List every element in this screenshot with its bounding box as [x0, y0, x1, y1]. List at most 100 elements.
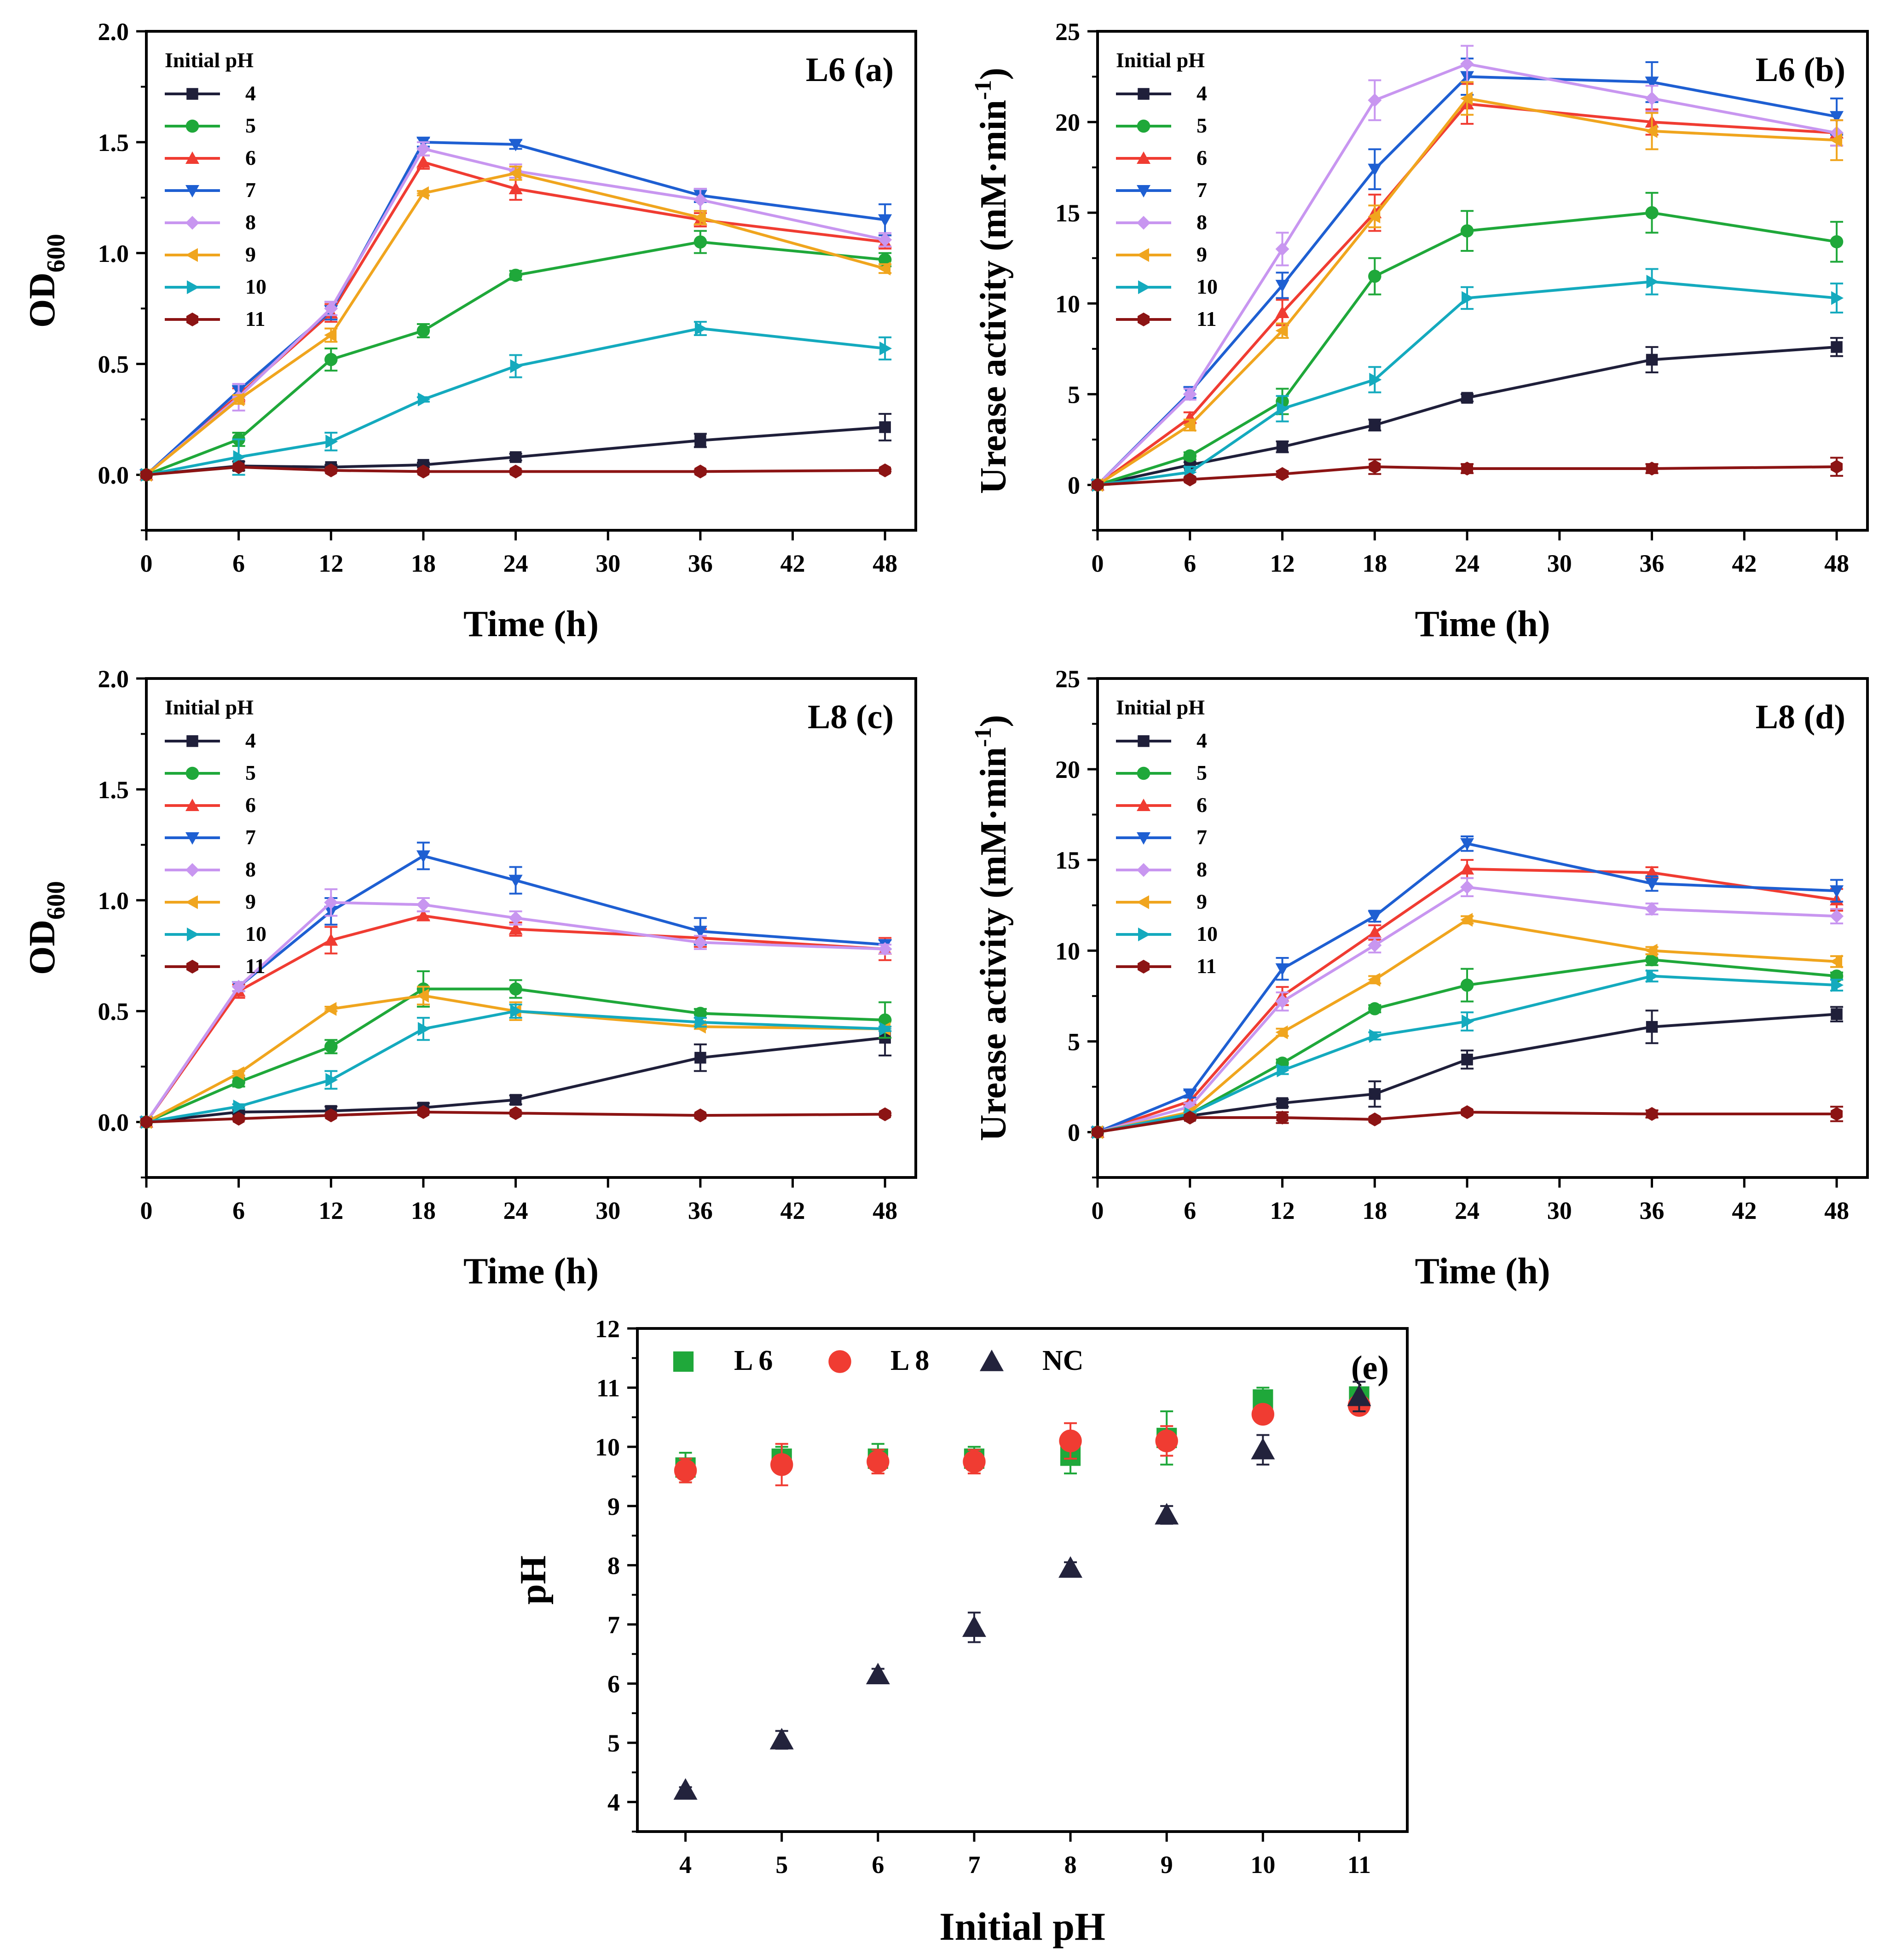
data-point-ph-6	[509, 922, 523, 935]
x-tick-label: 6	[232, 550, 245, 577]
y-tick-label: 15	[1055, 199, 1080, 227]
legend-marker-ph-8	[1137, 216, 1150, 230]
data-point-ph-5	[1830, 235, 1844, 249]
x-tick-label: 18	[1362, 1197, 1387, 1224]
x-tick-label: 30	[595, 550, 620, 577]
legend-label-L8: L 8	[890, 1345, 929, 1376]
y-tick-label: 15	[1055, 847, 1080, 874]
data-point-ph-10	[325, 435, 338, 449]
legend-label-ph-7: 7	[1197, 825, 1207, 849]
x-tick-label: 12	[318, 1197, 343, 1224]
data-point-ph-7	[1368, 910, 1382, 923]
data-point-ph-7	[1645, 878, 1659, 891]
y-axis-label: pH	[513, 1555, 554, 1605]
data-point-ph-4	[509, 1094, 522, 1106]
legend-label-ph-7: 7	[245, 178, 256, 202]
y-tick-label: 12	[595, 1315, 620, 1343]
data-point-ph-6	[1368, 925, 1382, 938]
legend-label-ph-7: 7	[1197, 178, 1207, 202]
series-L8	[674, 1394, 1371, 1486]
x-axis-label: Time (h)	[463, 1251, 599, 1292]
plot-frame	[1096, 30, 1869, 532]
x-tick-label: 4	[679, 1851, 692, 1879]
legend-marker-ph-10	[187, 280, 199, 294]
x-tick-label: 36	[1640, 1197, 1665, 1224]
legend-label-ph-4: 4	[1197, 81, 1207, 105]
legend-label-L6: L 6	[734, 1345, 773, 1376]
data-point-ph-9	[1460, 913, 1473, 927]
legend-label-ph-7: 7	[245, 825, 256, 849]
legend-marker-ph-5	[1137, 766, 1150, 780]
legend-marker-ph-9	[185, 895, 198, 909]
legend-marker-ph-6	[1137, 151, 1150, 164]
y-axis-label: OD600	[22, 881, 70, 975]
plot-frame	[145, 30, 917, 532]
data-point-L8	[1155, 1429, 1178, 1453]
y-axis-label: OD600	[22, 234, 70, 328]
data-point-ph-10	[879, 1022, 892, 1036]
data-point-ph-4	[694, 435, 706, 447]
x-tick-label: 6	[1184, 550, 1196, 577]
data-point-ph-4	[1461, 392, 1473, 404]
series-ph-11	[140, 1105, 892, 1129]
data-point-ph-8	[1645, 91, 1659, 105]
data-point-ph-8	[693, 193, 707, 207]
data-point-ph-4	[1831, 1008, 1843, 1020]
x-tick-label: 24	[1455, 550, 1480, 577]
y-tick-label: 20	[1055, 756, 1080, 783]
data-point-L8	[1059, 1429, 1082, 1453]
data-point-ph-8	[878, 942, 892, 956]
legend-label-ph-9: 9	[245, 243, 256, 266]
y-axis-label: Urease activity (mM·min-1)	[970, 68, 1014, 494]
legend-marker-ph-9	[1137, 895, 1149, 909]
data-point-ph-9	[1368, 973, 1381, 987]
series-ph-11	[140, 460, 892, 482]
plot-frame	[636, 1327, 1409, 1833]
data-point-ph-5	[1183, 449, 1197, 463]
legend-marker-ph-7	[185, 185, 199, 197]
panel-c: 0 6 12 18 24 30 36 42 480.00.51.01.52.0OD600Time…	[22, 665, 917, 1292]
legend-label-ph-4: 4	[245, 729, 256, 752]
data-point-NC	[769, 1728, 794, 1750]
x-tick-label: 18	[411, 1197, 436, 1224]
data-point-ph-10	[1462, 291, 1474, 305]
legend-marker-ph-4	[1138, 735, 1150, 747]
data-point-L8	[770, 1453, 793, 1476]
data-point-ph-11	[1276, 1110, 1289, 1125]
legend-marker-ph-8	[1137, 863, 1150, 877]
data-point-ph-9	[1183, 418, 1196, 432]
y-tick-label: 1.0	[98, 887, 129, 915]
x-tick-label: 18	[1362, 550, 1387, 577]
data-point-ph-8	[878, 232, 892, 247]
y-tick-label: 0	[1068, 471, 1080, 499]
x-tick-label: 36	[688, 1197, 713, 1224]
data-point-ph-9	[231, 392, 244, 406]
series-ph-8	[139, 888, 892, 1129]
data-point-ph-10	[233, 1099, 246, 1113]
y-axis-label-end: )	[973, 68, 1014, 80]
series-line-ph-5	[1097, 211, 1837, 487]
data-point-ph-4	[1461, 1054, 1473, 1066]
data-point-ph-7	[509, 139, 523, 151]
data-point-ph-7	[1830, 885, 1844, 898]
legend-marker-ph-11	[1138, 960, 1150, 974]
x-tick-label: 30	[1547, 1197, 1572, 1224]
data-point-NC	[962, 1615, 986, 1637]
data-point-ph-6	[1645, 865, 1659, 878]
data-point-ph-9	[1368, 209, 1381, 224]
panel-label: (e)	[1351, 1349, 1389, 1387]
legend-label-ph-11: 11	[1197, 954, 1216, 978]
data-point-ph-7	[509, 875, 523, 887]
data-point-NC	[1058, 1556, 1083, 1578]
x-tick-label: 42	[1732, 1197, 1757, 1224]
y-tick-label: 4	[607, 1789, 620, 1816]
y-tick-label: 10	[1055, 937, 1080, 965]
data-point-ph-6	[324, 933, 338, 946]
y-axis-label-subscript: 600	[42, 234, 70, 273]
y-tick-label: 8	[607, 1552, 620, 1579]
data-point-ph-4	[1369, 1088, 1381, 1100]
x-tick-label: 8	[1064, 1851, 1077, 1879]
data-point-ph-11	[879, 1107, 891, 1121]
legend-label-ph-11: 11	[245, 954, 265, 978]
